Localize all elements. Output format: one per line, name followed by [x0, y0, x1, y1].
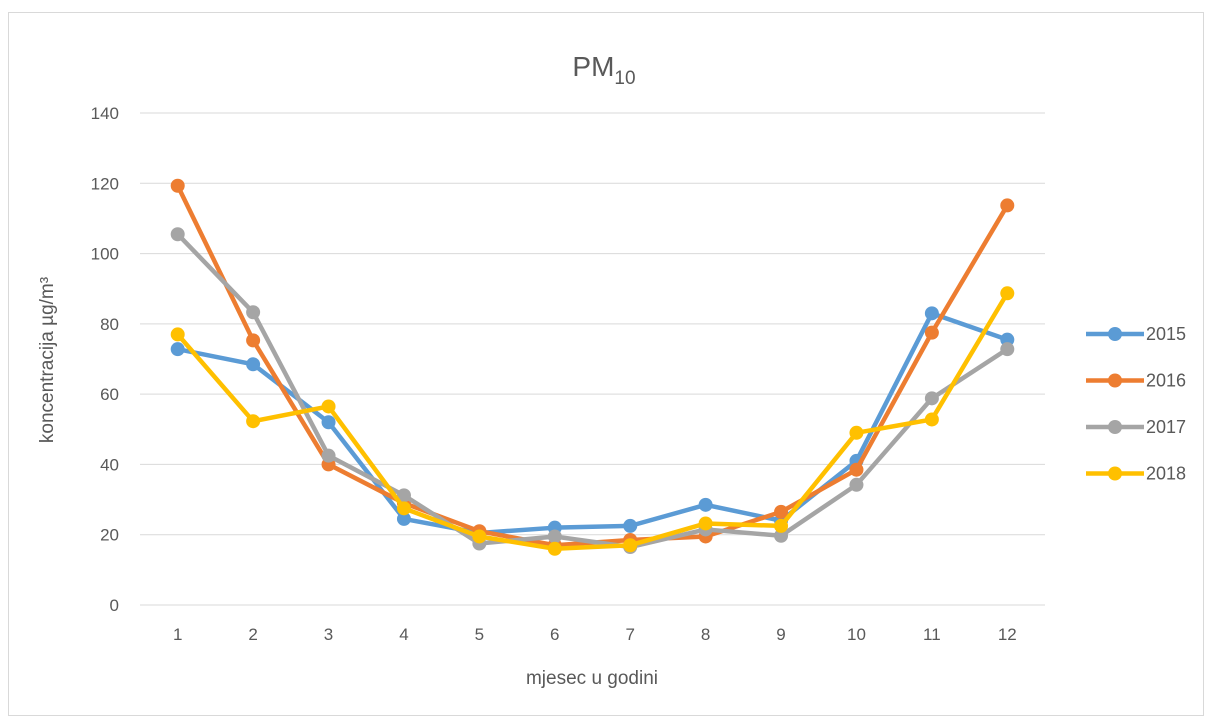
- legend-marker: [1108, 327, 1122, 341]
- x-tick-label: 7: [625, 625, 634, 644]
- series-2018: [170, 286, 1015, 556]
- data-point: [924, 412, 939, 427]
- data-point: [774, 504, 789, 519]
- data-point: [924, 391, 939, 406]
- series-2016: [170, 178, 1015, 553]
- data-point: [924, 306, 939, 321]
- legend-item-2015: 2015: [1086, 324, 1186, 344]
- x-tick-labels: 1 2 3 4 5 6 7 8 9 10 11 12: [173, 625, 1017, 644]
- x-tick-label: 6: [550, 625, 559, 644]
- legend-label: 2017: [1146, 417, 1186, 437]
- data-point: [396, 488, 411, 503]
- data-point: [170, 342, 185, 357]
- series-layer: [170, 178, 1015, 556]
- series-2015: [170, 306, 1015, 540]
- x-tick-label: 2: [248, 625, 257, 644]
- chart-area: [8, 12, 1204, 716]
- data-point: [623, 518, 638, 533]
- y-tick-label: 20: [100, 526, 119, 545]
- data-point: [774, 528, 789, 543]
- legend-label: 2016: [1146, 371, 1186, 391]
- data-point: [321, 448, 336, 463]
- data-point: [849, 477, 864, 492]
- data-point: [246, 357, 261, 372]
- data-point: [472, 529, 487, 544]
- data-point: [170, 178, 185, 193]
- legend-label: 2015: [1146, 324, 1186, 344]
- x-tick-label: 8: [701, 625, 710, 644]
- data-point: [774, 518, 789, 533]
- x-tick-label: 1: [173, 625, 182, 644]
- legend: 2015 2016 2017 2018: [1086, 324, 1186, 484]
- data-point: [623, 538, 638, 553]
- data-point: [396, 511, 411, 526]
- x-axis-title: mjesec u godini: [526, 668, 658, 689]
- data-point: [849, 462, 864, 477]
- x-tick-label: 10: [847, 625, 866, 644]
- legend-marker: [1108, 373, 1122, 388]
- legend-item-2016: 2016: [1086, 371, 1186, 391]
- y-tick-label: 40: [100, 455, 119, 474]
- x-tick-label: 11: [923, 625, 941, 644]
- y-tick-label: 0: [110, 596, 119, 615]
- legend-item-2017: 2017: [1086, 417, 1186, 437]
- series-line-2015: [175, 311, 1010, 536]
- y-tick-label: 60: [100, 385, 119, 404]
- series-2017: [170, 227, 1015, 555]
- legend-item-2018: 2018: [1086, 464, 1186, 484]
- y-tick-label: 120: [91, 174, 119, 193]
- gridlines: [140, 112, 1045, 606]
- y-tick-label: 100: [91, 245, 119, 264]
- legend-label: 2018: [1146, 464, 1186, 484]
- data-point: [321, 399, 336, 414]
- data-point: [1000, 342, 1015, 357]
- data-point: [698, 516, 713, 531]
- data-point: [1000, 286, 1015, 301]
- data-point: [246, 414, 261, 429]
- data-point: [246, 333, 261, 348]
- data-point: [321, 415, 336, 430]
- data-point: [170, 227, 185, 242]
- x-tick-label: 5: [475, 625, 484, 644]
- y-tick-label: 80: [100, 315, 119, 334]
- data-point: [246, 305, 261, 320]
- data-point: [1000, 198, 1015, 213]
- y-axis-title: koncentracija µg/m³: [37, 277, 58, 443]
- series-line-2016: [175, 183, 1010, 548]
- x-tick-label: 3: [324, 625, 333, 644]
- y-tick-label: 140: [91, 104, 119, 123]
- chart-title: PM10: [572, 51, 635, 89]
- data-point: [547, 529, 562, 544]
- data-point: [849, 425, 864, 440]
- series-line-2018: [175, 291, 1010, 552]
- chart-title-main: PM: [572, 51, 614, 82]
- y-tick-labels: 0 20 40 60 80 100 120 140: [91, 104, 119, 615]
- data-point: [547, 541, 562, 556]
- x-tick-label: 12: [998, 625, 1017, 644]
- series-line-2017: [175, 231, 1010, 550]
- legend-marker: [1108, 420, 1122, 434]
- x-tick-label: 9: [776, 625, 785, 644]
- legend-marker: [1108, 466, 1122, 481]
- data-point: [170, 327, 185, 342]
- data-point: [396, 501, 411, 516]
- data-point: [698, 497, 713, 512]
- x-tick-label: 4: [399, 625, 408, 644]
- chart-title-subscript: 10: [614, 68, 635, 89]
- data-point: [924, 325, 939, 340]
